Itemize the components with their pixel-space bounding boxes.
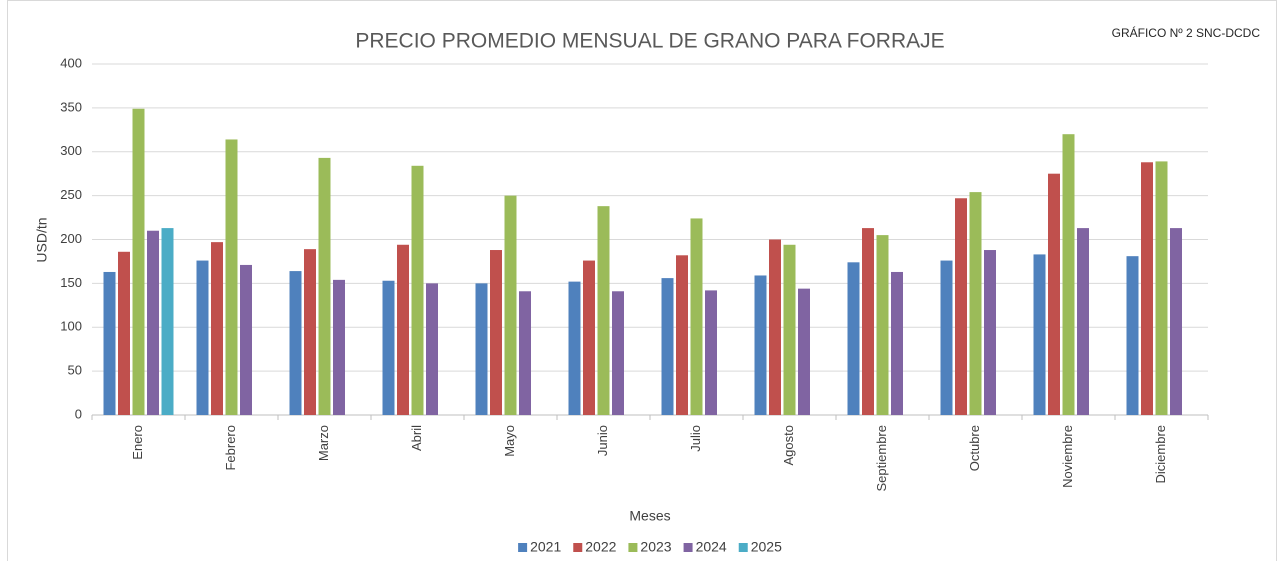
bar [333,279,345,415]
chart-title: PRECIO PROMEDIO MENSUAL DE GRANO PARA FO… [355,30,944,53]
bar [397,244,409,415]
bar [1033,254,1046,415]
bar [1062,134,1075,415]
bar [612,291,624,415]
bar [984,250,996,415]
annotation: GRÁFICO Nº 2 SNC-DCDC [1112,25,1261,40]
legend: 2021 2022 2023 2024 2025 [518,539,782,555]
bar [382,280,395,415]
bar [568,281,581,415]
x-tick-label: Agosto [781,425,796,465]
bar [847,262,860,415]
bar [955,198,967,415]
bar [103,271,116,415]
bar [426,283,438,415]
legend-swatch [628,543,638,552]
x-tick-label: Abril [409,425,424,451]
legend-label: 2025 [751,539,782,555]
bar [240,264,252,415]
bar [490,250,502,415]
bar [661,278,674,415]
bar [118,251,130,415]
x-tick-label: Diciembre [1153,425,1168,484]
bar [705,290,717,415]
x-tick-label: Noviembre [1060,425,1075,488]
bar [304,249,316,415]
bar [690,218,703,415]
bar [1077,228,1089,415]
x-tick-label: Septiembre [874,425,889,491]
legend-label: 2023 [640,539,671,555]
x-tick-label: Enero [130,425,145,460]
bar [132,108,145,415]
y-tick-label: 400 [60,55,82,70]
y-tick-label: 300 [60,143,82,158]
bar [196,260,209,415]
x-tick-label: Octubre [967,425,982,471]
y-tick-label: 0 [75,406,82,421]
y-tick-label: 50 [68,363,82,378]
bar [1170,228,1182,415]
x-tick-label: Junio [595,425,610,456]
bar [1048,173,1060,415]
bar [969,192,982,415]
bar [583,260,595,415]
legend-label: 2022 [585,539,616,555]
y-tick-label: 100 [60,319,82,334]
legend-label: 2021 [530,539,561,555]
bar [504,195,517,415]
bar [876,235,889,415]
y-tick-label: 150 [60,275,82,290]
y-tick-label: 350 [60,99,82,114]
bar [862,228,874,415]
bar [783,244,796,415]
x-tick-label: Marzo [316,425,331,461]
y-tick-label: 200 [60,231,82,246]
bar [597,206,610,415]
legend-label: 2024 [696,539,727,555]
bar [754,275,767,415]
chart-frame [7,0,1277,561]
x-tick-label: Julio [688,425,703,452]
bar [891,271,903,415]
x-tick-label: Febrero [223,425,238,471]
bar [475,283,488,415]
bar [147,230,159,415]
bar [1141,162,1153,415]
bar [289,271,302,415]
bar [769,239,781,415]
legend-swatch [738,543,748,552]
legend-swatch [518,543,528,552]
y-tick-label: 250 [60,187,82,202]
bar [318,157,331,415]
bar [940,260,953,415]
bar [676,255,688,415]
x-axis-label: Meses [629,508,670,524]
bar [1126,256,1139,415]
bar [798,288,810,415]
x-tick-label: Mayo [502,425,517,457]
legend-swatch [683,543,693,552]
y-axis-label: USD/tn [34,217,50,262]
bar [161,228,174,415]
bar [519,291,531,415]
bar [211,242,223,415]
bar [225,139,238,415]
bar [1155,161,1168,415]
legend-swatch [573,543,583,552]
bar [411,165,424,415]
